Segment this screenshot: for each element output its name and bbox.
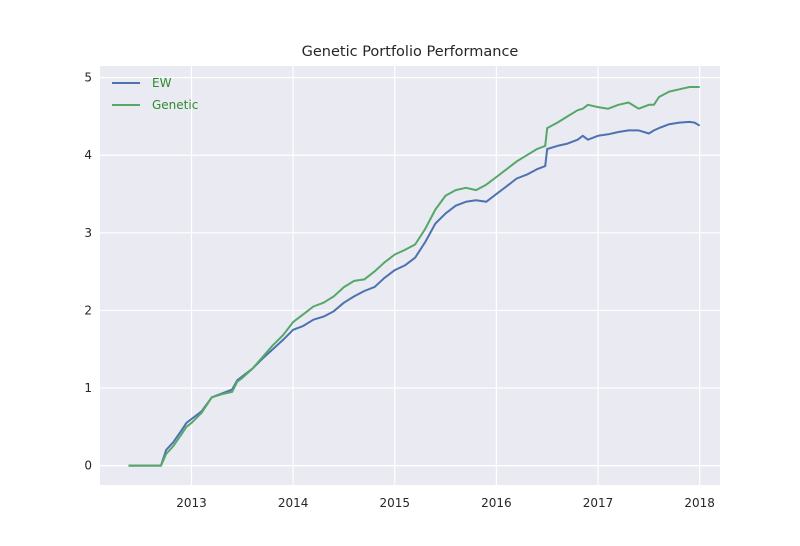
- x-tick-label: 2017: [583, 496, 614, 510]
- y-tick-label: 0: [84, 459, 92, 473]
- y-tick-label: 5: [84, 71, 92, 85]
- y-tick-label: 3: [84, 226, 92, 240]
- x-tick-label: 2018: [684, 496, 715, 510]
- y-tick-label: 4: [84, 148, 92, 162]
- x-tick-label: 2013: [176, 496, 207, 510]
- legend-label: EW: [152, 76, 172, 90]
- chart-title: Genetic Portfolio Performance: [302, 44, 519, 60]
- x-tick-label: 2015: [379, 496, 410, 510]
- plot-area: [100, 66, 720, 485]
- series-layer: [128, 86, 701, 467]
- tick-labels: 2013 2014 2015 2016 2017 2018 0 1 2 3 4 5: [84, 71, 715, 510]
- legend-label: Genetic: [152, 98, 198, 112]
- legend: EW Genetic: [112, 76, 198, 112]
- y-tick-label: 1: [84, 381, 92, 395]
- x-tick-label: 2016: [481, 496, 512, 510]
- series-line-genetic: [128, 86, 700, 467]
- y-tick-label: 2: [84, 303, 92, 317]
- grid: [100, 66, 720, 485]
- x-tick-label: 2014: [278, 496, 309, 510]
